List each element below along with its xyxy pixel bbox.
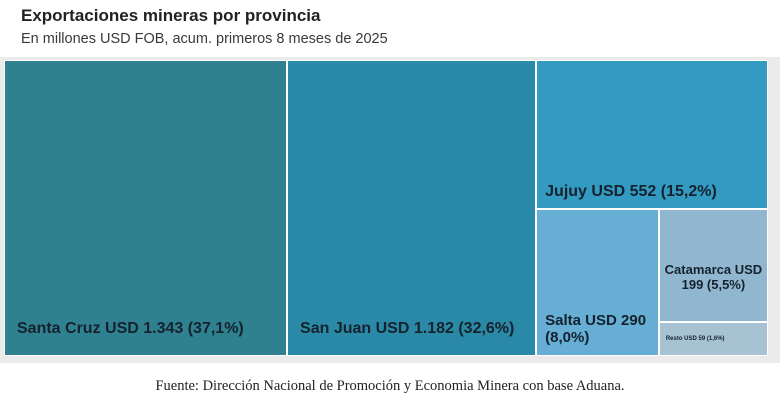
chart-title: Exportaciones mineras por provincia [21,6,321,25]
tile-label-salta: Salta USD 290 (8,0%) [545,311,647,347]
treemap: Santa Cruz USD 1.343 (37,1%) San Juan US… [4,60,768,356]
tile-salta: Salta USD 290 (8,0%) [536,208,659,356]
tile-resto: Resto USD 59 (1,6%) [658,322,768,356]
tile-label-jujuy: Jujuy USD 552 (15,2%) [545,182,717,200]
tile-label-santa-cruz: Santa Cruz USD 1.343 (37,1%) [17,320,244,338]
chart-subtitle: En millones USD FOB, acum. primeros 8 me… [21,31,388,47]
tile-jujuy: Jujuy USD 552 (15,2%) [536,60,768,209]
tile-san-juan: San Juan USD 1.182 (32,6%) [287,60,537,356]
source-note: Fuente: Dirección Nacional de Promoción … [155,377,625,394]
tile-label-resto: Resto USD 59 (1,6%) [665,336,725,343]
tile-label-san-juan: San Juan USD 1.182 (32,6%) [300,320,515,338]
tile-catamarca: Catamarca USD 199 (5,5%) [658,208,768,323]
tile-label-catamarca: Catamarca USD 199 (5,5%) [664,261,763,292]
tile-santa-cruz: Santa Cruz USD 1.343 (37,1%) [4,60,288,356]
